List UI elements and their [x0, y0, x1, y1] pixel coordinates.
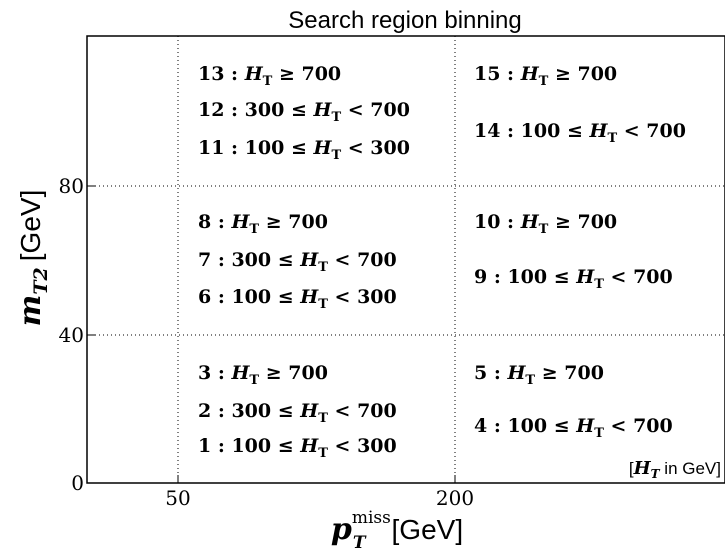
region-12-label: 12 : 300 ≤ HT < 700 — [198, 99, 410, 125]
ht-unit-note: [HT in GeV] — [629, 458, 721, 481]
x-axis-title: pmiss T [GeV] — [331, 508, 463, 550]
region-7-label: 7 : 300 ≤ HT < 700 — [198, 249, 397, 275]
y-tick-label: 0 — [71, 471, 84, 495]
y-tick-label: 80 — [59, 174, 84, 198]
x-tick-label: 50 — [165, 486, 190, 510]
region-labels: 1 : 100 ≤ HT < 300 2 : 300 ≤ HT < 700 3 : … — [198, 63, 686, 461]
region-5-label: 5 : HT ≥ 700 — [474, 362, 604, 388]
region-10-label: 10 : HT ≥ 700 — [474, 211, 617, 237]
y-axis-title: mT2[GeV] — [13, 190, 52, 327]
axis-ticks: 50 200 0 40 80 — [59, 174, 475, 510]
region-8-label: 8 : HT ≥ 700 — [198, 211, 328, 237]
region-3-label: 3 : HT ≥ 700 — [198, 362, 328, 388]
region-9-label: 9 : 100 ≤ HT < 700 — [474, 266, 673, 292]
plot-frame — [86, 35, 725, 484]
region-11-label: 11 : 100 ≤ HT < 300 — [198, 137, 410, 163]
region-6-label: 6 : 100 ≤ HT < 300 — [198, 286, 397, 312]
region-13-label: 13 : HT ≥ 700 — [198, 63, 341, 89]
chart-title: Search region binning — [288, 7, 522, 34]
y-tick-label: 40 — [59, 323, 84, 347]
x-tick-label: 200 — [436, 486, 474, 510]
region-2-label: 2 : 300 ≤ HT < 700 — [198, 400, 397, 426]
region-15-label: 15 : HT ≥ 700 — [474, 63, 617, 89]
region-1-label: 1 : 100 ≤ HT < 300 — [198, 435, 397, 461]
region-4-label: 4 : 100 ≤ HT < 700 — [474, 415, 673, 441]
region-14-label: 14 : 100 ≤ HT < 700 — [474, 120, 686, 146]
grid-lines — [87, 36, 725, 483]
